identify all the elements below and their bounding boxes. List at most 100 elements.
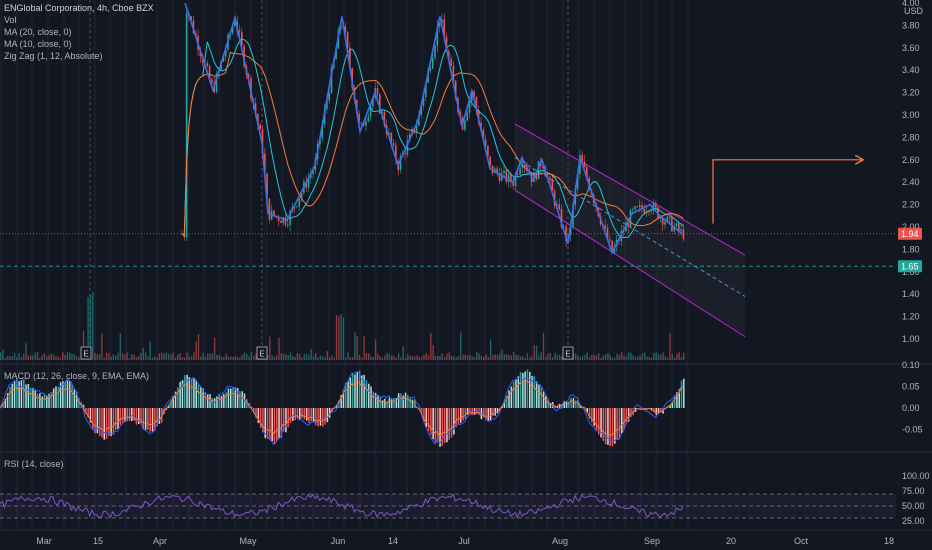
candle-body <box>491 165 494 174</box>
session-stripe <box>327 0 330 530</box>
price-pane[interactable] <box>0 2 896 338</box>
macd-histogram-bar <box>87 408 89 419</box>
macd-histogram-bar <box>469 408 471 414</box>
macd-histogram-bar <box>556 406 559 408</box>
macd-histogram-bar <box>207 394 209 408</box>
macd-histogram-bar <box>299 408 301 421</box>
macd-histogram-bar <box>676 392 678 408</box>
volume-bar <box>246 353 248 360</box>
volume-bar <box>616 353 618 360</box>
candle-body <box>346 32 349 48</box>
price-tick-label: 1.40 <box>902 289 920 299</box>
channel-middle-line <box>514 157 746 297</box>
macd-histogram-bar <box>584 407 586 408</box>
volume-bar <box>531 356 533 360</box>
volume-bar <box>326 351 328 360</box>
macd-pane[interactable] <box>0 369 685 447</box>
macd-histogram-bar <box>128 408 131 422</box>
candle-body <box>606 227 609 240</box>
session-stripe <box>405 0 408 530</box>
candle-body <box>675 223 678 227</box>
volume-bar <box>177 354 179 360</box>
vol-legend[interactable]: Vol <box>4 15 17 25</box>
volume-bar <box>324 357 326 360</box>
earnings-box <box>256 346 268 360</box>
session-stripe <box>624 0 627 530</box>
ma20-legend[interactable]: MA (20, close, 0) <box>4 27 72 37</box>
price-tick-label: 3.00 <box>902 110 920 120</box>
volume-bar <box>473 357 476 360</box>
volume-bar <box>667 357 669 360</box>
macd-histogram-bar <box>540 387 542 408</box>
volume-bar <box>377 353 379 360</box>
candle-body <box>505 170 508 182</box>
session-stripe <box>452 0 455 530</box>
volume-bar <box>101 333 103 360</box>
macd-histogram-bar <box>16 378 18 408</box>
macd-legend-label[interactable]: MACD (12, 26, close, 9, EMA, EMA) <box>4 371 150 381</box>
macd-histogram-bar <box>384 398 386 408</box>
macd-histogram-bar <box>179 381 181 408</box>
ma10-legend[interactable]: MA (10, close, 0) <box>4 39 72 49</box>
symbol-title[interactable]: ENGlobal Corporation, 4h, Cboe BZX <box>4 3 154 13</box>
volume-bar <box>158 353 161 360</box>
macd-histogram-bar <box>220 396 223 408</box>
zigzag-legend[interactable]: Zig Zag (1, 12, Absolute) <box>4 51 103 61</box>
volume-bar <box>351 357 354 360</box>
macd-histogram-bar <box>519 372 522 408</box>
candle-body <box>280 220 282 224</box>
volume-bar <box>289 352 292 360</box>
macd-histogram-bar <box>216 396 218 408</box>
volume-bar <box>639 355 641 360</box>
macd-signal-line <box>0 380 684 436</box>
macd-histogram-bar <box>308 408 310 424</box>
volume-bar <box>43 353 46 360</box>
volume-bar <box>575 353 577 360</box>
macd-histogram-bar <box>342 389 345 408</box>
volume-bar <box>299 354 301 360</box>
volume-bar <box>542 332 545 360</box>
volume-bar <box>121 353 124 360</box>
macd-histogram-bar <box>50 391 53 408</box>
volume-bar <box>673 357 676 360</box>
volume-bar <box>181 357 184 360</box>
candle-body <box>422 97 425 106</box>
candle-body <box>664 221 666 225</box>
rsi-legend-label[interactable]: RSI (14, close) <box>4 459 64 469</box>
macd-histogram-bar <box>565 401 568 408</box>
macd-histogram-bar <box>197 384 200 408</box>
volume-bar <box>92 292 94 360</box>
candle-body <box>427 70 429 83</box>
volume-bar <box>216 354 218 360</box>
rsi-pane[interactable] <box>0 493 896 519</box>
candle-body <box>583 161 586 168</box>
volume-bar <box>664 356 667 360</box>
candle-body <box>627 222 629 227</box>
macd-histogram-bar <box>312 408 315 422</box>
volume-bar <box>506 353 508 360</box>
macd-histogram-bar <box>545 395 547 408</box>
volume-bar <box>11 356 13 360</box>
macd-legend: MACD (12, 26, close, 9, EMA, EMA) <box>4 370 149 382</box>
candle-body <box>609 239 611 241</box>
macd-histogram-bar <box>2 403 4 408</box>
volume-bar <box>448 352 450 360</box>
volume-bar <box>142 347 144 360</box>
candle-body <box>551 179 554 191</box>
candle-body <box>404 153 406 155</box>
candle-body <box>234 21 236 27</box>
macd-tick-label: 0.00 <box>902 403 920 413</box>
volume-bar <box>66 352 69 360</box>
macd-histogram-bar <box>455 408 457 428</box>
macd-histogram-bar <box>32 387 34 408</box>
volume-bar <box>126 352 128 360</box>
macd-histogram-bar <box>218 393 220 408</box>
volume-bar <box>646 356 648 360</box>
channel-upper-line <box>514 123 746 256</box>
macd-histogram-bar <box>446 408 448 443</box>
price-tick-label: 3.80 <box>902 20 920 30</box>
macd-histogram-bar <box>655 408 657 415</box>
volume-bar <box>209 353 211 360</box>
macd-histogram-bar <box>558 403 561 408</box>
